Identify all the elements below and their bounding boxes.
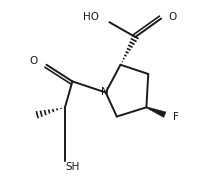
- Text: O: O: [168, 12, 176, 22]
- Text: N: N: [101, 87, 109, 97]
- Text: O: O: [29, 56, 38, 66]
- Text: HO: HO: [83, 12, 99, 22]
- Text: SH: SH: [65, 162, 80, 171]
- Text: F: F: [173, 112, 179, 122]
- Polygon shape: [146, 107, 166, 117]
